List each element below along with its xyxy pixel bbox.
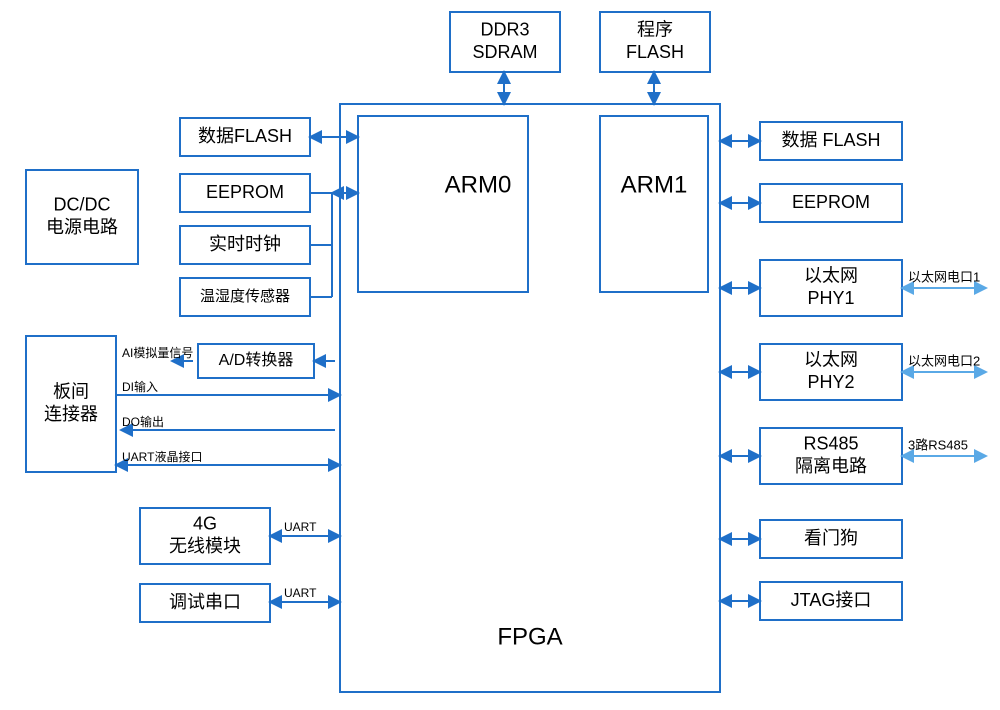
text-arm0-0: ARM0 — [445, 171, 512, 198]
box-dataflashR: 数据 FLASH — [760, 122, 902, 160]
box-dcdc: DC/DC电源电路 — [26, 170, 138, 264]
box-adc: A/D转换器 — [198, 344, 314, 378]
box-jtag: JTAG接口 — [760, 582, 902, 620]
text-adc-0: A/D转换器 — [219, 351, 294, 369]
box-wdt: 看门狗 — [760, 520, 902, 558]
text-progflash-0: 程序 — [637, 20, 673, 40]
text-dcdc-0: DC/DC — [54, 195, 111, 215]
text-jtag-0: JTAG接口 — [791, 590, 872, 610]
box-g4: 4G无线模块 — [140, 508, 270, 564]
box-rs485: RS485隔离电路 — [760, 428, 902, 484]
text-arm1-0: ARM1 — [621, 171, 688, 198]
line-label-5: UART — [284, 586, 317, 600]
line-label-2: DO输出 — [122, 414, 164, 429]
line-label-7: 以太网电口2 — [908, 353, 980, 368]
text-g4-0: 4G — [193, 514, 217, 534]
text-conn-1: 连接器 — [44, 404, 98, 424]
line-label-8: 3路RS485 — [908, 437, 968, 452]
box-phy1: 以太网PHY1 — [760, 260, 902, 316]
box-eepromL: EEPROM — [180, 174, 310, 212]
text-ddr3-1: SDRAM — [472, 42, 537, 62]
line-label-0: AI模拟量信号 — [122, 346, 193, 360]
text-rs485-0: RS485 — [803, 434, 858, 454]
box-phy2: 以太网PHY2 — [760, 344, 902, 400]
line-label-1: DI输入 — [122, 379, 158, 394]
text-progflash-1: FLASH — [626, 42, 684, 62]
box-progflash: 程序FLASH — [600, 12, 710, 72]
text-eepromR-0: EEPROM — [792, 192, 870, 212]
text-dcdc-1: 电源电路 — [46, 217, 118, 237]
text-ddr3-0: DDR3 — [480, 20, 529, 40]
text-eepromL-0: EEPROM — [206, 182, 284, 202]
text-dataflashR-0: 数据 FLASH — [781, 130, 880, 150]
box-arm0: ARM0 — [358, 116, 528, 292]
box-arm1: ARM1 — [600, 116, 708, 292]
text-wdt-0: 看门狗 — [804, 528, 858, 548]
box-eepromR: EEPROM — [760, 184, 902, 222]
line-label-3: UART液晶接口 — [122, 449, 202, 464]
box-dbgcom: 调试串口 — [140, 584, 270, 622]
box-dataflashL: 数据FLASH — [180, 118, 310, 156]
text-dbgcom-0: 调试串口 — [169, 592, 241, 612]
box-conn: 板间连接器 — [26, 336, 116, 472]
box-rtc: 实时时钟 — [180, 226, 310, 264]
diagram-canvas: FPGA DDR3SDRAM 程序FLASH ARM0 ARM1 DC/DC电源电路 数据F… — [0, 0, 1000, 710]
text-dataflashL-0: 数据FLASH — [198, 126, 292, 146]
text-conn-0: 板间 — [53, 382, 89, 402]
line-label-6: 以太网电口1 — [908, 269, 980, 284]
text-rtc-0: 实时时钟 — [209, 234, 281, 254]
text-rs485-1: 隔离电路 — [795, 456, 867, 476]
text-phy2-1: PHY2 — [807, 372, 854, 392]
text-phy1-1: PHY1 — [807, 288, 854, 308]
text-g4-1: 无线模块 — [169, 536, 241, 556]
box-thsensor: 温湿度传感器 — [180, 278, 310, 316]
text-phy2-0: 以太网 — [804, 350, 858, 370]
line-label-4: UART — [284, 520, 317, 534]
text-phy1-0: 以太网 — [804, 266, 858, 286]
box-ddr3: DDR3SDRAM — [450, 12, 560, 72]
text-thsensor-0: 温湿度传感器 — [200, 288, 290, 305]
label-fpga: FPGA — [497, 623, 562, 650]
